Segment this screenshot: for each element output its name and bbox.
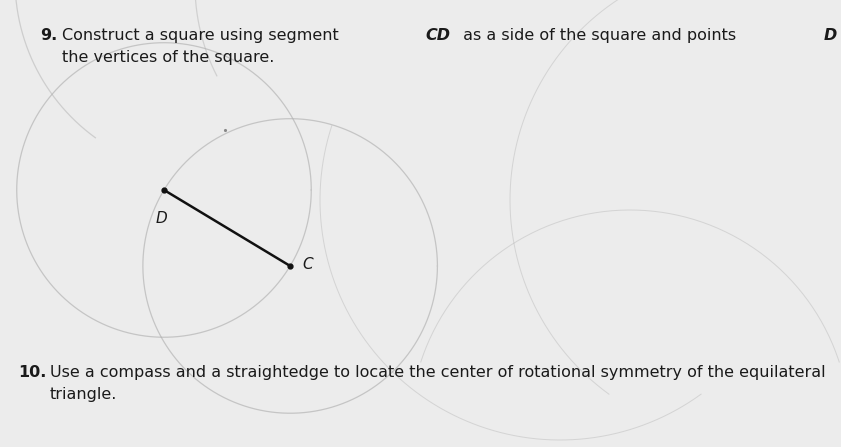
Text: as a side of the square and points: as a side of the square and points bbox=[458, 28, 741, 43]
Text: 10.: 10. bbox=[18, 365, 46, 380]
Text: Use a compass and a straightedge to locate the center of rotational symmetry of : Use a compass and a straightedge to loca… bbox=[50, 365, 826, 380]
Text: D: D bbox=[823, 28, 837, 43]
Text: CD: CD bbox=[426, 28, 451, 43]
Text: triangle.: triangle. bbox=[50, 387, 118, 402]
Text: the vertices of the square.: the vertices of the square. bbox=[62, 50, 274, 65]
Text: 9.: 9. bbox=[40, 28, 57, 43]
Text: Construct a square using segment: Construct a square using segment bbox=[62, 28, 344, 43]
Text: $D$: $D$ bbox=[156, 210, 168, 226]
Text: $C$: $C$ bbox=[302, 256, 315, 272]
